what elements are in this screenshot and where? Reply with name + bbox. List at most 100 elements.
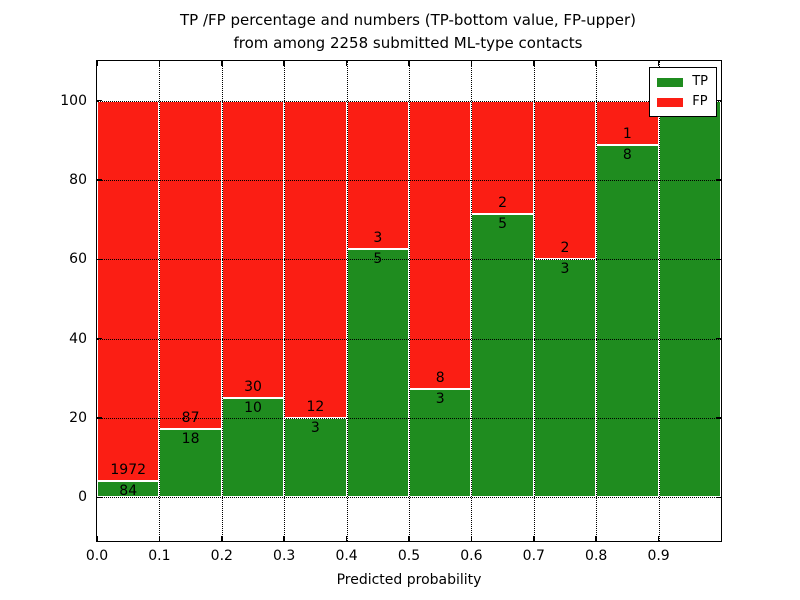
- bar-segment-tp: [596, 144, 659, 498]
- bar-segment-fp: [159, 100, 222, 430]
- bar-label-tp: 3: [560, 261, 570, 278]
- x-tick-mark: [657, 61, 660, 66]
- x-tick-mark: [408, 61, 410, 66]
- bar-segment-tp: [221, 398, 285, 498]
- bar-label-fp: 8: [435, 370, 445, 387]
- bar-segment-tp: [284, 418, 347, 498]
- bar-label-fp: 2: [498, 195, 508, 211]
- bar-label-tp: 5: [373, 251, 383, 268]
- x-tick-mark: [533, 61, 535, 66]
- bar-label-fp: 87: [181, 410, 200, 427]
- x-tick-mark: [595, 536, 597, 541]
- chart-title-line-1: TP /FP percentage and numbers (TP-bottom…: [180, 11, 636, 29]
- x-tick-label: 0.9: [647, 548, 670, 564]
- chart-title: TP /FP percentage and numbers (TP-bottom…: [96, 9, 720, 55]
- y-tick-mark: [97, 496, 102, 499]
- x-tick-mark: [158, 536, 161, 541]
- x-axis-label: Predicted probability: [336, 572, 482, 588]
- bar-segment-tp: [159, 429, 222, 498]
- bar-segment-tp: [97, 481, 160, 498]
- x-tick-mark: [345, 61, 348, 66]
- y-tick-mark: [716, 496, 721, 499]
- bar-label-fp: 12: [306, 399, 325, 416]
- x-tick-label: 0.6: [460, 548, 483, 564]
- bar-segment-fp: [97, 100, 160, 482]
- x-tick-mark: [345, 536, 348, 541]
- bar-segment-fp: [221, 100, 285, 399]
- x-tick-label: 0.2: [210, 548, 233, 564]
- y-tick-label: 80: [69, 172, 87, 188]
- bar-label-tp: 3: [435, 391, 445, 408]
- x-tick-label: 0.8: [585, 548, 608, 564]
- y-tick-label: 100: [60, 92, 87, 109]
- y-tick-mark: [716, 99, 721, 102]
- legend-box: TP FP: [649, 67, 717, 117]
- bar-label-fp: 1: [622, 125, 632, 142]
- gridline-vertical: [409, 61, 410, 541]
- y-tick-label: 60: [69, 251, 87, 268]
- x-tick-mark: [470, 536, 473, 541]
- x-tick-mark: [283, 61, 285, 66]
- bar-segment-tp: [471, 214, 534, 498]
- bar-segment-tp: [346, 249, 409, 498]
- x-tick-label: 0.5: [397, 548, 421, 564]
- bar-segment-fp: [533, 100, 597, 260]
- bar-segment-fp: [409, 100, 472, 390]
- bar-label-tp: 10: [244, 400, 262, 417]
- y-tick-mark: [716, 337, 721, 340]
- x-tick-mark: [283, 536, 285, 541]
- x-tick-label: 0.3: [273, 548, 296, 564]
- legend-item-tp: TP: [657, 72, 708, 92]
- x-tick-label: 0.0: [85, 548, 109, 564]
- bar-label-fp: 3: [373, 230, 383, 247]
- gridline-vertical: [471, 61, 473, 541]
- x-tick-mark: [158, 61, 161, 66]
- y-tick-mark: [97, 179, 102, 181]
- legend-swatch-fp: [657, 97, 684, 107]
- gridline-vertical: [346, 61, 348, 541]
- bar-label-tp: 5: [498, 216, 508, 232]
- x-tick-label: 0.7: [522, 548, 545, 564]
- chart-title-line-2: from among 2258 submitted ML-type contac…: [233, 34, 583, 52]
- y-tick-mark: [716, 258, 721, 261]
- gridline-horizontal: [97, 418, 721, 420]
- gridline-vertical: [221, 61, 223, 541]
- bar-segment-fp: [346, 100, 409, 250]
- bar-label-tp: 18: [181, 431, 200, 448]
- gridline-horizontal: [97, 497, 721, 499]
- x-tick-label: 0.1: [148, 548, 171, 564]
- y-tick-mark: [716, 179, 721, 181]
- y-tick-label: 40: [69, 330, 87, 347]
- x-tick-mark: [96, 61, 98, 66]
- bar-label-tp: 84: [119, 483, 138, 500]
- gridline-horizontal: [97, 100, 721, 102]
- gridline-vertical: [596, 61, 598, 541]
- x-tick-mark: [470, 61, 473, 66]
- y-tick-label: 0: [78, 489, 87, 506]
- gridline-vertical: [284, 61, 286, 541]
- legend-label: FP: [692, 94, 708, 109]
- y-tick-mark: [97, 258, 102, 261]
- y-tick-label: 20: [69, 410, 87, 427]
- gridline-vertical: [159, 61, 161, 541]
- bar-segment-tp: [658, 100, 721, 498]
- legend-label: TP: [692, 74, 708, 89]
- bar-label-fp: 2: [560, 240, 570, 257]
- bar-label-fp: 30: [244, 379, 262, 396]
- x-tick-mark: [595, 61, 597, 66]
- gridline-vertical: [658, 61, 660, 541]
- y-tick-mark: [97, 417, 102, 419]
- x-tick-mark: [221, 61, 223, 66]
- x-tick-mark: [657, 536, 660, 541]
- legend-swatch-tp: [657, 77, 684, 87]
- x-tick-mark: [408, 536, 410, 541]
- legend-item-fp: FP: [657, 92, 708, 112]
- x-tick-mark: [533, 536, 535, 541]
- x-tick-mark: [221, 536, 223, 541]
- y-tick-mark: [97, 337, 102, 340]
- bar-label-fp: 1972: [110, 462, 147, 479]
- bar-segment-tp: [533, 259, 597, 498]
- x-tick-mark: [96, 536, 98, 541]
